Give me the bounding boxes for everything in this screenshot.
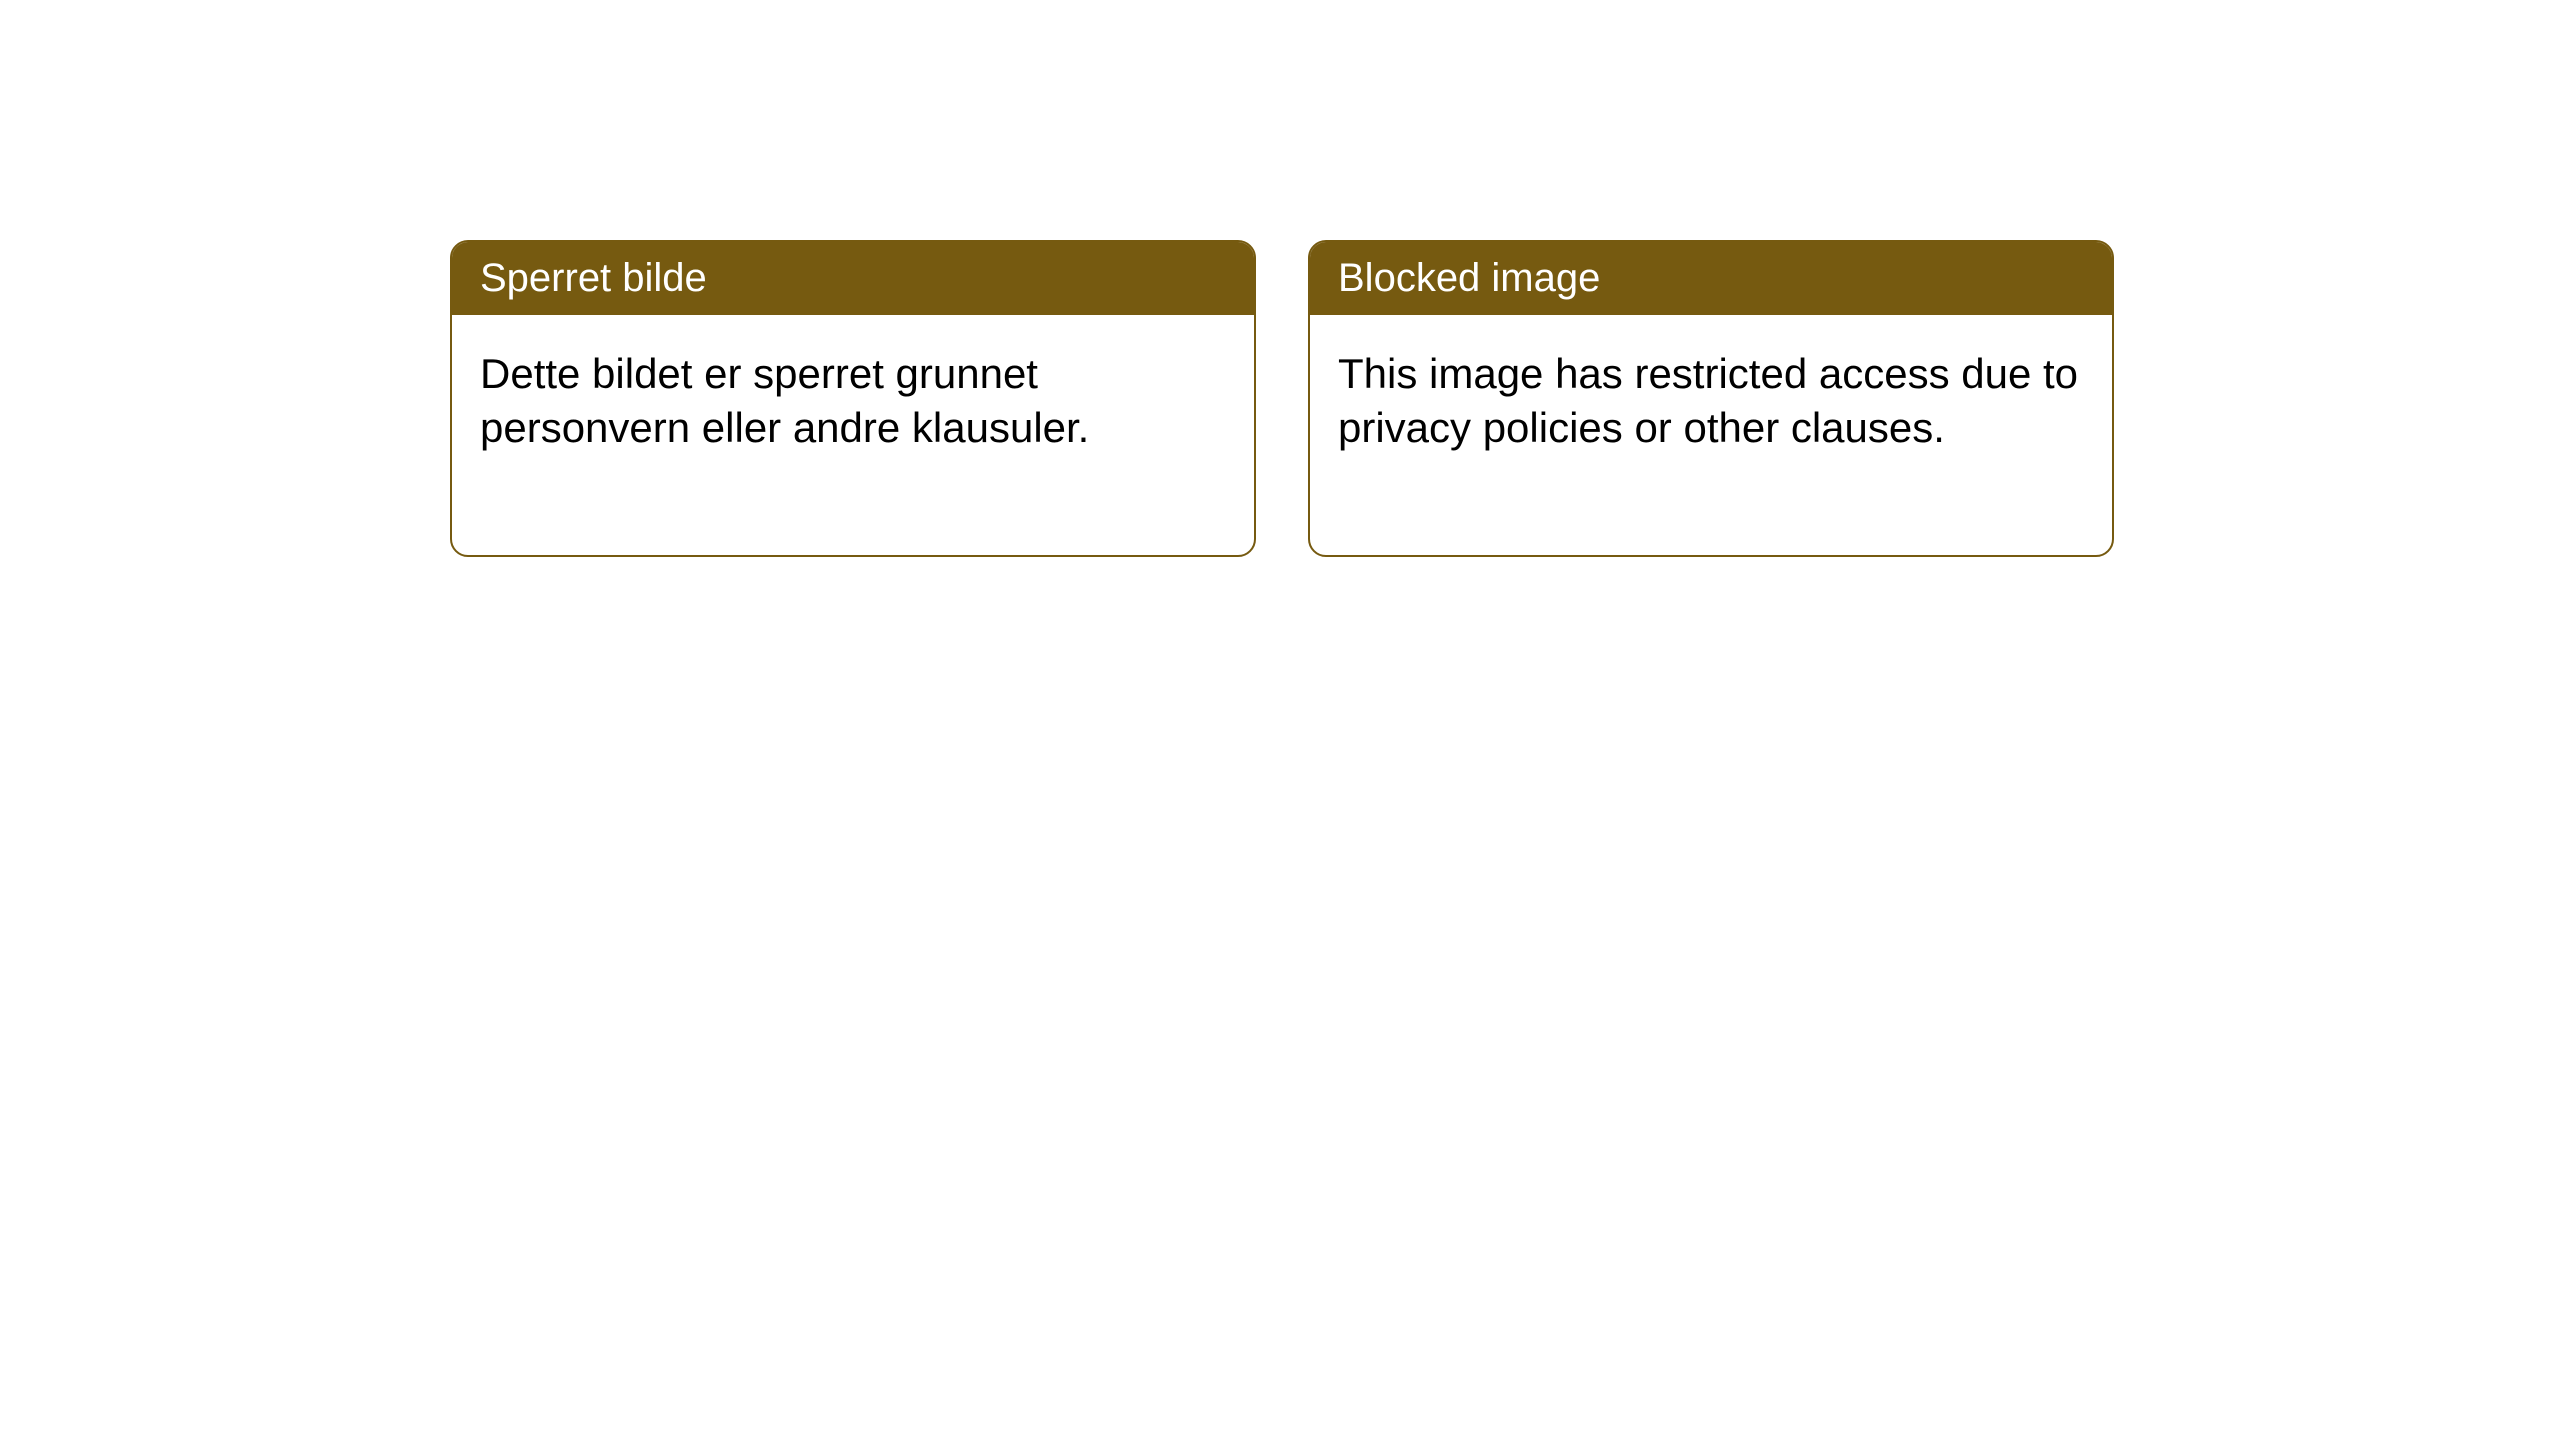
notice-title: Sperret bilde bbox=[480, 256, 707, 300]
notice-body: This image has restricted access due to … bbox=[1310, 315, 2112, 555]
notice-container: Sperret bilde Dette bildet er sperret gr… bbox=[450, 240, 2114, 557]
notice-card-english: Blocked image This image has restricted … bbox=[1308, 240, 2114, 557]
notice-body: Dette bildet er sperret grunnet personve… bbox=[452, 315, 1254, 555]
notice-header: Blocked image bbox=[1310, 242, 2112, 315]
notice-body-text: Dette bildet er sperret grunnet personve… bbox=[480, 350, 1089, 451]
notice-card-norwegian: Sperret bilde Dette bildet er sperret gr… bbox=[450, 240, 1256, 557]
notice-body-text: This image has restricted access due to … bbox=[1338, 350, 2078, 451]
notice-title: Blocked image bbox=[1338, 256, 1600, 300]
notice-header: Sperret bilde bbox=[452, 242, 1254, 315]
